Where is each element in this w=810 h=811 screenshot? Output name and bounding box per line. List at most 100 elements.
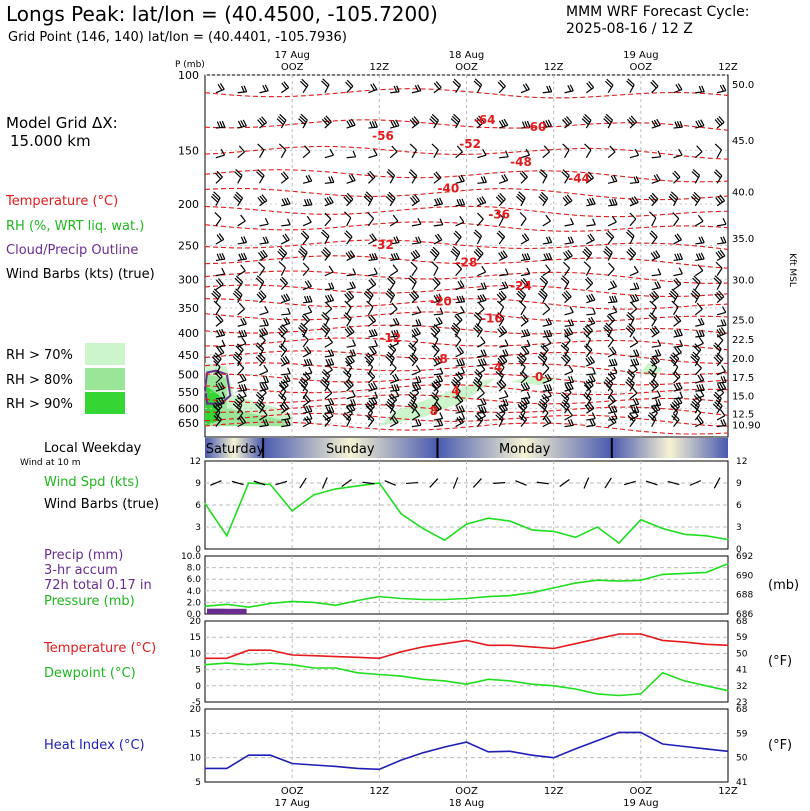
wind-barb [255,352,266,367]
wind-barb-staff [585,338,591,348]
wind-barb-flag [480,358,485,366]
wind-barb-staff [694,308,703,316]
wind-barb-staff [651,85,659,94]
wind-barb-flag [653,119,659,127]
wind-barb-staff [302,285,312,291]
wind-barb-flag [393,236,398,244]
wind-barb-staff [542,389,552,392]
isotherm-label: -60 [525,120,547,134]
wind-barb-staff [695,335,705,338]
wind-barb-flag [692,277,700,285]
wind-barb-flag [500,378,507,386]
wind-barb-staff [499,156,509,159]
wind-barb-flag [242,119,247,127]
wind-barb-flag [300,232,308,240]
wind-barb-flag [546,384,550,391]
wind-barb [542,236,553,245]
wind-barb-staff [476,235,483,245]
wind-barb [324,212,332,227]
wind-barb [649,300,657,316]
wind-barb-staff [324,299,334,304]
wind-barb [433,197,444,207]
wind-barb [477,363,486,376]
wind-barb-staff [629,84,635,94]
wind-barb-staff [585,282,594,291]
wind-barb [586,307,596,316]
wind-barb-flag [459,280,465,287]
wind-barb [278,332,286,348]
wind-barb-flag [329,148,334,156]
wind-barb-flag [652,79,659,87]
wind-barb-flag [656,118,661,126]
wind-barb [474,369,483,384]
wind-barb-flag [633,176,637,183]
wind-barb-flag [429,118,437,126]
wind-barb-staff [498,85,506,94]
wind-barb [280,355,290,367]
wind-barb-flag [278,248,286,256]
wind-barb-staff [259,242,269,245]
wind-barb-staff [237,389,247,392]
wind-barb-flag [277,250,285,258]
wind-barb-flag [433,324,441,331]
wind-barb-flag [243,252,248,260]
wind-barb-flag [548,236,553,243]
wind-barb [477,294,487,304]
wind-barb-flag [611,295,616,303]
wind-barb-flag [391,302,398,310]
wind-barb [519,212,527,227]
wind-barb-staff [368,126,378,129]
wind-barb-flag [635,176,640,183]
wind-barb [537,288,548,303]
isotherm-label: 8 [430,404,438,418]
wind-barb [586,197,596,207]
wind-barb-flag [718,328,724,335]
wind-barb-flag [545,120,550,127]
wind-barb-flag [586,323,593,331]
wind-barb [651,173,661,184]
wind-barb-flag [232,292,241,300]
wind-barb [236,406,244,421]
wind-barb [324,336,334,348]
wind-barb-flag [386,290,394,298]
wind-barb-flag [213,415,221,422]
wind-barb-flag [373,328,378,336]
wind-barb [716,365,726,376]
wind-barb-flag [258,261,266,269]
wind-barb-flag [240,236,245,244]
wind-barb-flag [567,319,572,326]
temperature-line-point [378,657,380,659]
temperature-line-point [313,655,315,657]
wind-barb-flag [691,171,699,179]
wind-barb [303,295,313,304]
wind-barb-flag [214,172,222,180]
wind-barb-staff [542,379,552,384]
wind-barb-flag [256,275,265,283]
wind-barb-flag [233,401,242,408]
wind-barb-flag [540,345,548,353]
wind-barb [583,261,592,276]
wind-barb-flag [498,252,504,260]
wind-barb-flag [308,412,313,420]
wind-barb-flag [526,391,531,399]
wind-barb [321,115,332,129]
wind-barb [715,194,726,207]
date-tick-top: 18 Aug [449,50,484,61]
wind-barb-flag [564,195,571,203]
wind-barb-flag [483,176,487,183]
wind-barb [389,337,399,348]
wind-barb-staff [411,311,421,316]
heat-index-label: Heat Index (°C) [44,738,145,753]
wind-barb-flag [497,81,505,89]
wind-barb-flag [257,119,264,127]
wind-barb [237,329,248,338]
wind-barb-flag [630,302,638,310]
wind-barb-flag [475,323,483,330]
wind-barb-flag [326,386,333,394]
wind-barb-staff [237,412,244,421]
wind-barb-staff [455,268,463,277]
wind-barb [586,81,595,94]
wind-barb-flag [671,288,679,296]
wind-barb-flag [385,196,393,203]
wind-barb-staff [477,403,487,407]
